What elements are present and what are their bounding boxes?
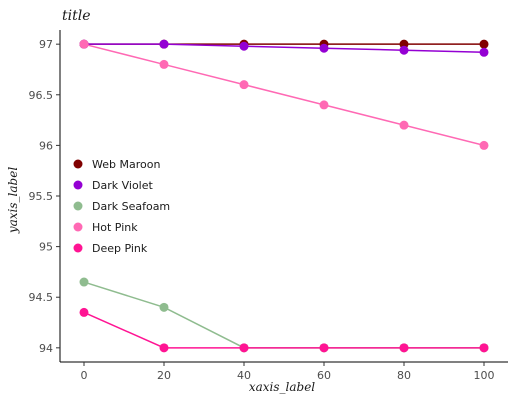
legend-marker-web-maroon [73,159,83,169]
x-axis-title: xaxis_label [249,380,315,394]
data-point-deep-pink [239,343,249,353]
legend: Web Maroon Dark Violet Dark Seafoam Hot Pin… [73,158,170,255]
legend-marker-deep-pink [73,243,83,253]
series-line-deep-pink [83,311,484,349]
data-point-deep-pink [479,343,489,353]
data-point-hot-pink [319,100,329,110]
y-tick-label: 94.5 [29,291,54,304]
y-tick-label: 94 [39,342,53,355]
data-point-hot-pink [79,39,89,49]
data-point-dark-violet [399,45,409,55]
x-tick-label: 0 [81,369,88,382]
data-point-dark-violet [159,39,169,49]
y-tick-label: 96.5 [29,89,54,102]
x-tick-label: 20 [157,369,171,382]
plot-area [79,39,489,353]
data-point-web-maroon [479,39,489,49]
x-tick-label: 60 [317,369,331,382]
y-tick-label: 95.5 [29,190,54,203]
x-tick-label: 80 [397,369,411,382]
legend-marker-hot-pink [73,222,83,232]
legend-label-web-maroon: Web Maroon [92,158,160,171]
data-point-dark-violet [319,43,329,53]
y-axis-title: yaxis_label [6,167,20,234]
data-point-deep-pink [399,343,409,353]
series-line-dark-seafoam [83,281,484,349]
data-point-hot-pink [479,140,489,150]
series-line-dark-violet [84,43,485,54]
legend-label-dark-seafoam: Dark Seafoam [92,200,170,213]
axes: 94 94.5 95 95.5 96 96.5 97 0 20 40 60 80 100 [29,30,508,382]
data-point-dark-seafoam [79,277,89,287]
legend-marker-dark-seafoam [73,201,83,211]
y-tick-label: 95 [39,241,53,254]
data-point-hot-pink [399,120,409,130]
data-point-deep-pink [319,343,329,353]
data-point-hot-pink [159,59,169,69]
chart-title: title [62,8,91,24]
series-line-hot-pink [83,43,485,147]
data-point-deep-pink [79,307,89,317]
series-dark-seafoam [79,277,489,353]
x-tick-label: 40 [237,369,251,382]
series-dark-violet [79,39,489,57]
legend-label-dark-violet: Dark Violet [92,179,153,192]
y-tick-label: 97 [39,38,53,51]
legend-label-deep-pink: Deep Pink [92,242,148,255]
series-hot-pink [79,39,489,150]
data-point-deep-pink [159,343,169,353]
data-point-hot-pink [239,80,249,90]
data-point-dark-violet [479,47,489,57]
y-tick-label: 96 [39,139,53,152]
legend-label-hot-pink: Hot Pink [92,221,138,234]
series-deep-pink [79,307,489,353]
x-tick-label: 100 [474,369,495,382]
data-point-dark-violet [239,41,249,51]
legend-marker-dark-violet [73,180,83,190]
data-point-dark-seafoam [159,302,169,312]
